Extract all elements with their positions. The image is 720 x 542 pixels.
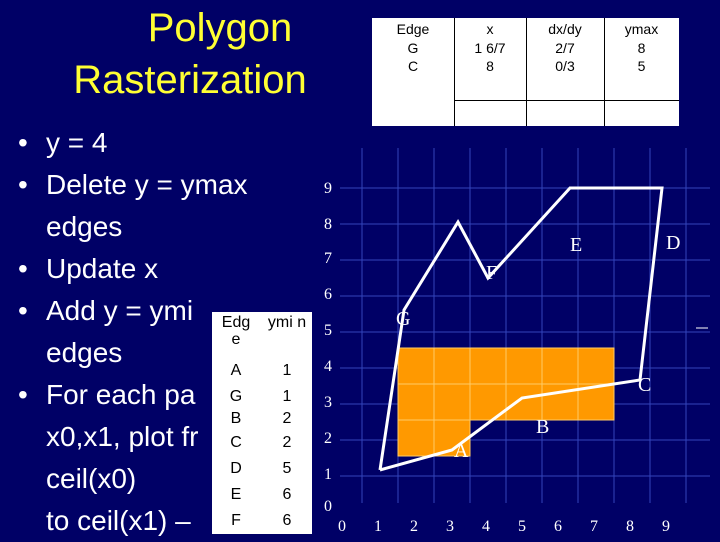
et-cell-ymin: 2	[282, 434, 292, 451]
et-cell-edge: F	[231, 512, 241, 529]
edge-table: Edg e ymi n A 1 G 1 B 2 C 2 D 5 E 6 F 6	[212, 312, 312, 534]
vertex-label-g: G	[396, 308, 411, 330]
x-tick: 4	[482, 518, 490, 535]
et-cell-edge: C	[230, 434, 242, 451]
aet-col-ymax: ymax 8 5	[604, 18, 679, 126]
bullet-item: • Add y = ymi	[18, 295, 194, 326]
aet-col-edge: Edge G C	[372, 18, 455, 126]
aet-cell: G	[407, 40, 419, 56]
filled-pixel	[433, 383, 471, 421]
y-tick: 7	[324, 250, 332, 267]
et-cell-ymin: 6	[282, 512, 292, 529]
bullet-item: • y = 4	[18, 127, 108, 158]
filled-pixel	[505, 383, 543, 421]
et-cell-ymin: 1	[282, 388, 292, 405]
filled-pixel	[397, 419, 435, 457]
bullet-item: ceil(x0)	[46, 463, 137, 494]
vertex-label-d: D	[666, 232, 681, 254]
et-cell-ymin: 2	[282, 410, 292, 427]
y-tick: 2	[324, 430, 332, 447]
aet-col-dxdy: dx/dy 2/7 0/3	[526, 18, 605, 126]
x-tick: 2	[410, 518, 418, 535]
raster-grid	[340, 148, 710, 503]
filled-pixel	[433, 347, 471, 385]
filled-pixel	[397, 347, 435, 385]
aet-row-divider	[454, 100, 679, 101]
aet-cell: 5	[637, 58, 646, 74]
y-tick: 9	[324, 180, 332, 197]
et-header-edge: Edg e	[221, 314, 251, 348]
bullet-item: • Update x	[18, 253, 159, 284]
bullet-item: x0,x1, plot fr	[46, 421, 199, 452]
et-header-ymin: ymi n	[267, 314, 307, 331]
bullet-item: edges	[46, 211, 123, 242]
aet-cell: 8	[637, 40, 646, 56]
vertex-label-b: B	[536, 416, 550, 438]
aet-header: ymax	[624, 21, 659, 37]
x-tick: 3	[446, 518, 454, 535]
x-tick: 9	[662, 518, 670, 535]
et-cell-edge: E	[230, 486, 242, 503]
filled-pixel	[469, 347, 507, 385]
aet-cell: C	[407, 58, 419, 74]
aet-col-x: x 1 6/7 8	[454, 18, 527, 126]
aet-header: dx/dy	[548, 21, 582, 37]
bullet-item: edges	[46, 337, 123, 368]
x-tick: 1	[374, 518, 382, 535]
vertex-label-e: E	[570, 234, 583, 256]
aet-cell: 8	[486, 58, 494, 74]
et-cell-ymin: 6	[282, 486, 292, 503]
et-cell-edge: A	[230, 362, 242, 379]
filled-pixel	[577, 347, 615, 385]
x-tick: 0	[338, 518, 346, 535]
slide-title-line1: Polygon	[147, 6, 293, 50]
filled-pixel	[397, 383, 435, 421]
bullet-item: • For each pa	[18, 379, 196, 410]
aet-cell: 0/3	[555, 58, 575, 74]
y-tick: 8	[324, 216, 332, 233]
et-cell-edge: B	[230, 410, 242, 427]
bullet-list: • y = 4 • Delete y = ymax edges • Update x …	[18, 122, 328, 542]
active-edge-table: Edge G C x 1 6/7 8 dx/dy 2/7 0/3 ymax 8 …	[372, 18, 679, 126]
y-tick: 4	[324, 358, 332, 375]
vertex-label-a: A	[454, 440, 469, 462]
et-cell-edge: D	[230, 460, 242, 477]
bullet-item: • Delete y = ymax	[18, 169, 248, 200]
x-tick: 8	[626, 518, 634, 535]
bullet-item: to ceil(x1) –	[46, 505, 191, 536]
polygon-outline	[378, 186, 664, 472]
y-tick: 5	[324, 322, 332, 339]
et-cell-edge: G	[229, 388, 243, 405]
aet-header: Edge	[396, 21, 430, 37]
filled-pixel	[541, 347, 579, 385]
vertex-label-f: F	[486, 262, 498, 284]
aet-cell: 2/7	[555, 40, 575, 56]
aet-header: x	[486, 21, 494, 37]
x-tick: 5	[518, 518, 526, 535]
slide-title-line2: Rasterization	[73, 58, 307, 102]
x-tick: 7	[590, 518, 598, 535]
y-tick: 1	[324, 466, 332, 483]
vertex-label-c: C	[638, 374, 652, 396]
y-tick: 3	[324, 394, 332, 411]
aet-cell: 1 6/7	[474, 40, 506, 56]
y-tick: 6	[324, 286, 332, 303]
y-tick: 0	[324, 498, 332, 515]
x-tick: 6	[554, 518, 562, 535]
filled-pixel	[505, 347, 543, 385]
et-cell-ymin: 5	[282, 460, 292, 477]
et-cell-ymin: 1	[282, 362, 292, 379]
